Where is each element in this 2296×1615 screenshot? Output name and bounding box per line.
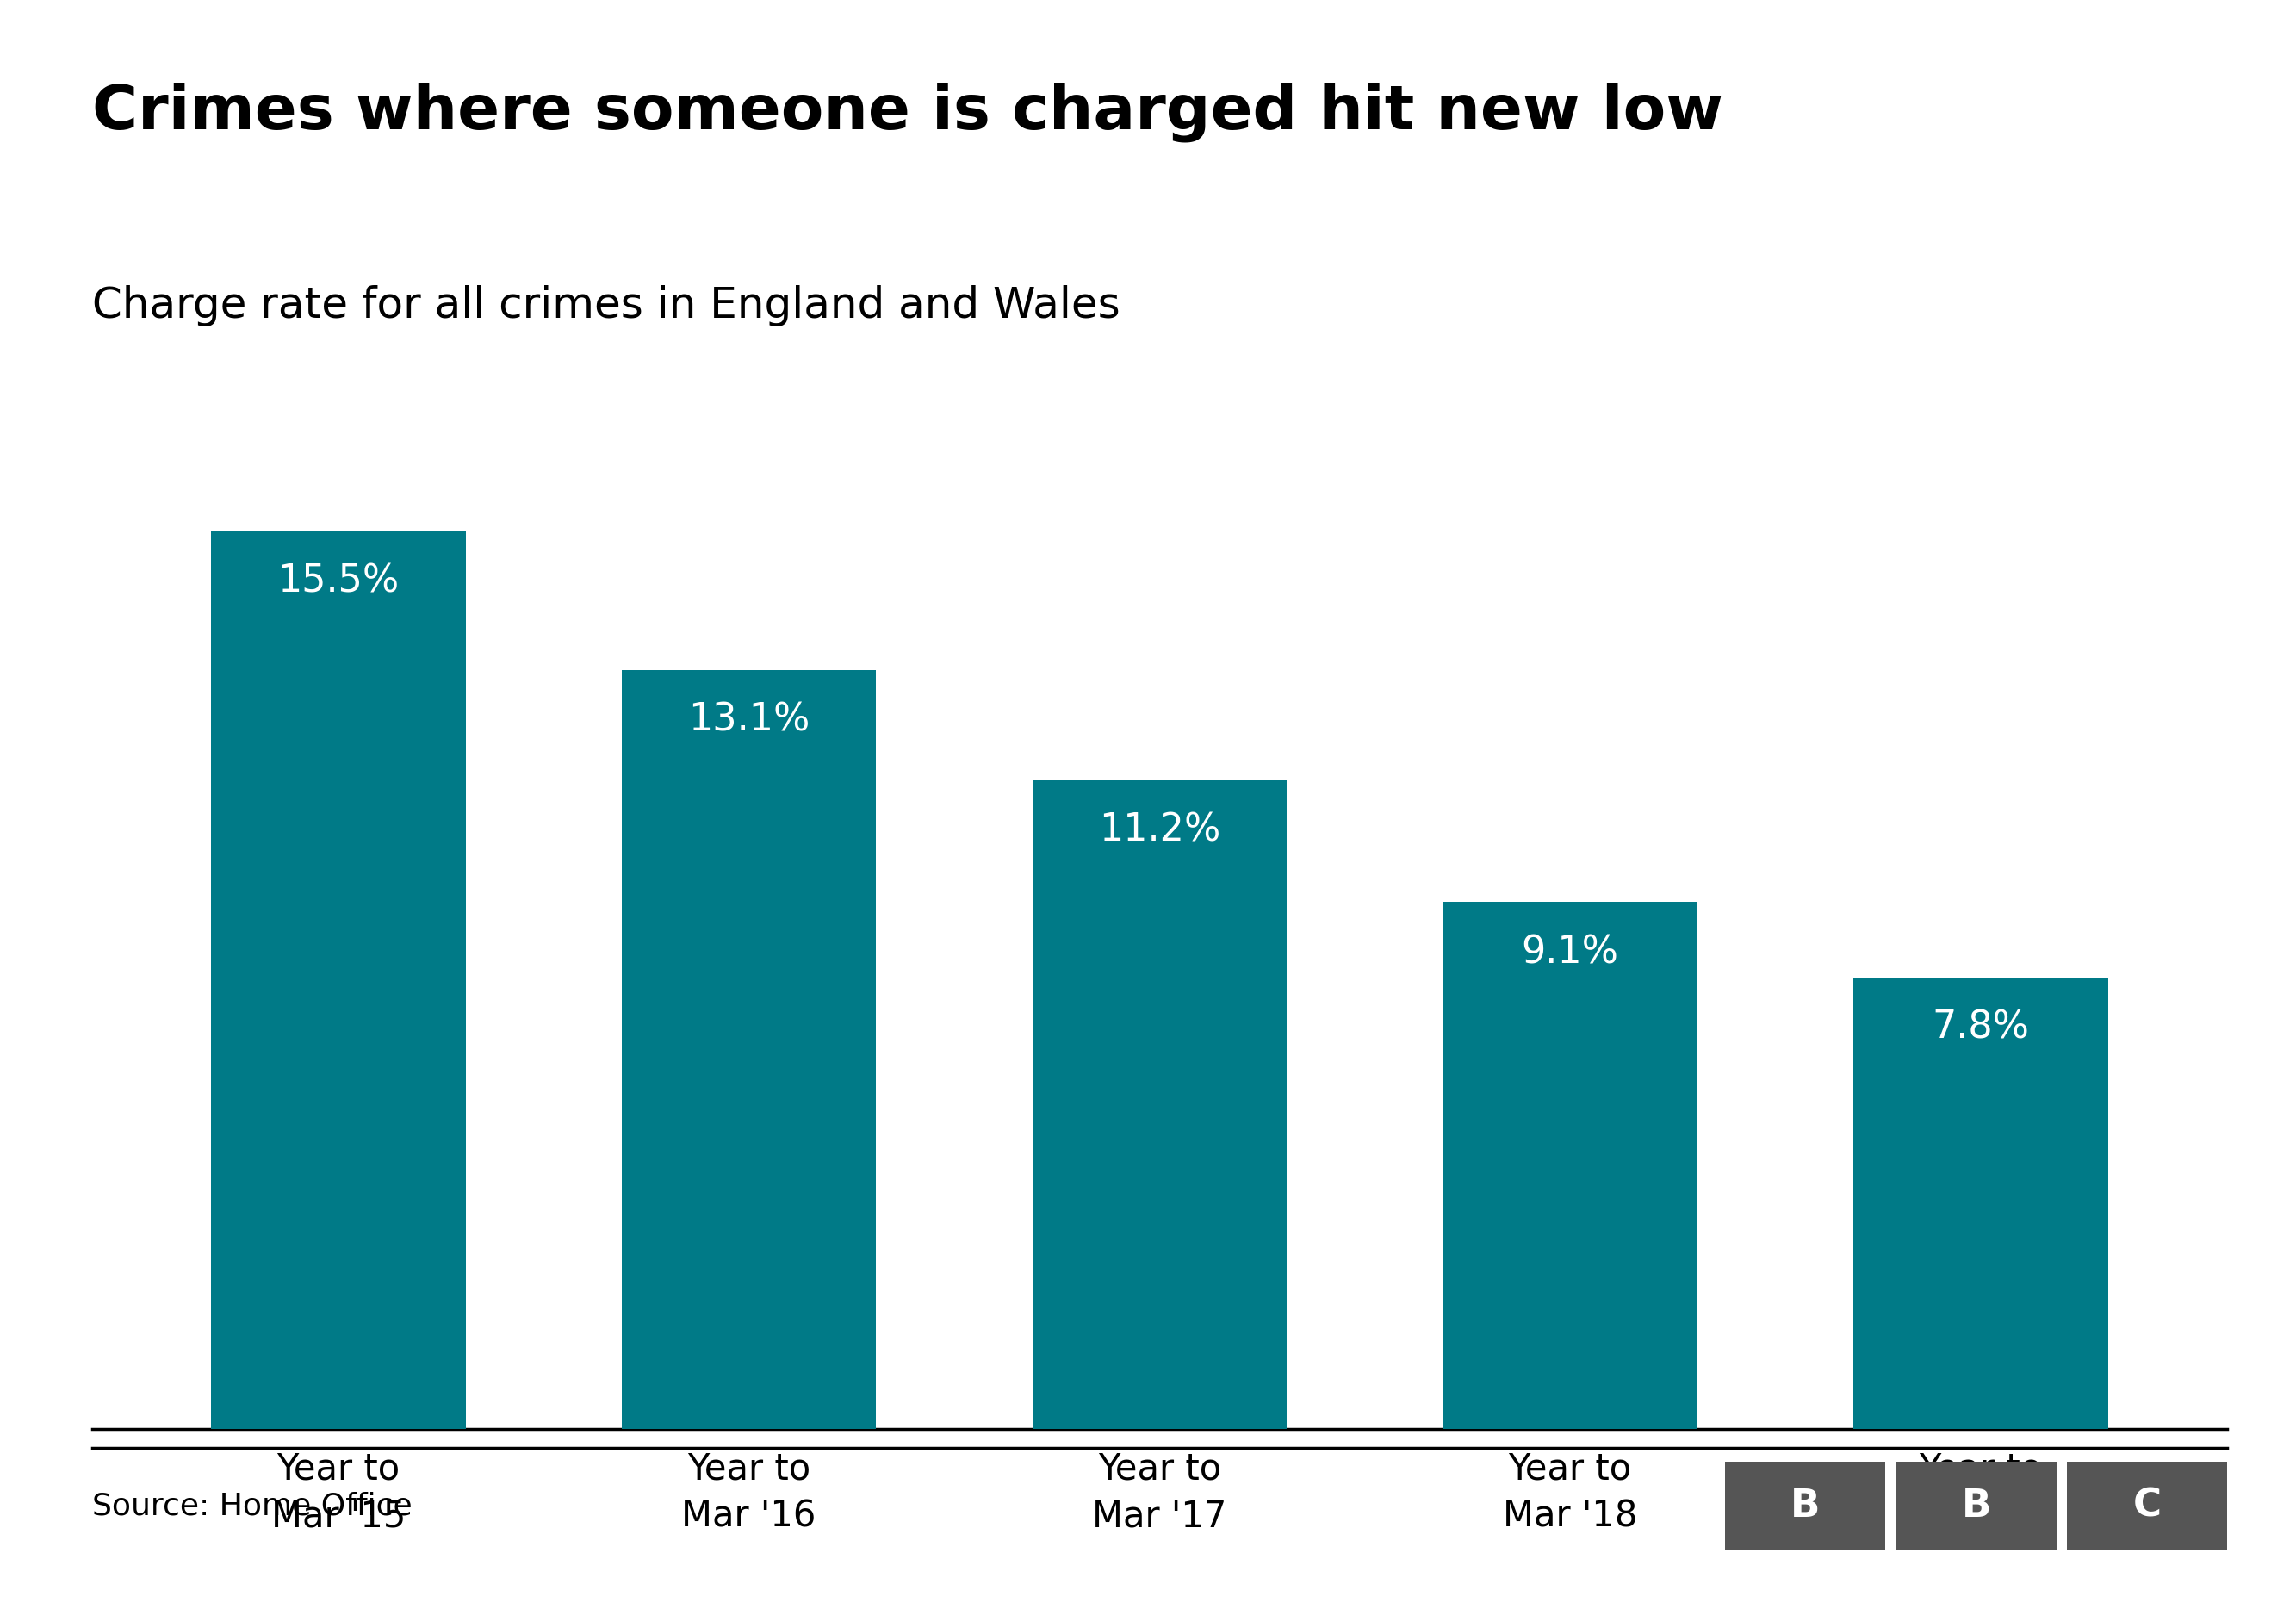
Bar — [1724, 1462, 1885, 1550]
Text: B: B — [1791, 1487, 1821, 1525]
Bar — [1896, 1462, 2057, 1550]
Text: Charge rate for all crimes in England and Wales: Charge rate for all crimes in England an… — [92, 284, 1120, 326]
Text: Crimes where someone is charged hit new low: Crimes where someone is charged hit new … — [92, 82, 1722, 142]
Bar — [211, 531, 466, 1429]
Text: 9.1%: 9.1% — [1522, 933, 1619, 971]
Bar — [1853, 977, 2108, 1429]
Bar — [1442, 901, 1697, 1429]
Bar — [622, 670, 877, 1429]
Text: 15.5%: 15.5% — [278, 562, 400, 599]
Text: Source: Home Office: Source: Home Office — [92, 1491, 411, 1521]
Bar — [1033, 780, 1286, 1429]
Text: 13.1%: 13.1% — [689, 703, 810, 740]
Bar — [2066, 1462, 2227, 1550]
Text: B: B — [1961, 1487, 1991, 1525]
Text: C: C — [2133, 1487, 2161, 1525]
Text: 11.2%: 11.2% — [1097, 812, 1221, 849]
Text: 7.8%: 7.8% — [1931, 1009, 2030, 1047]
